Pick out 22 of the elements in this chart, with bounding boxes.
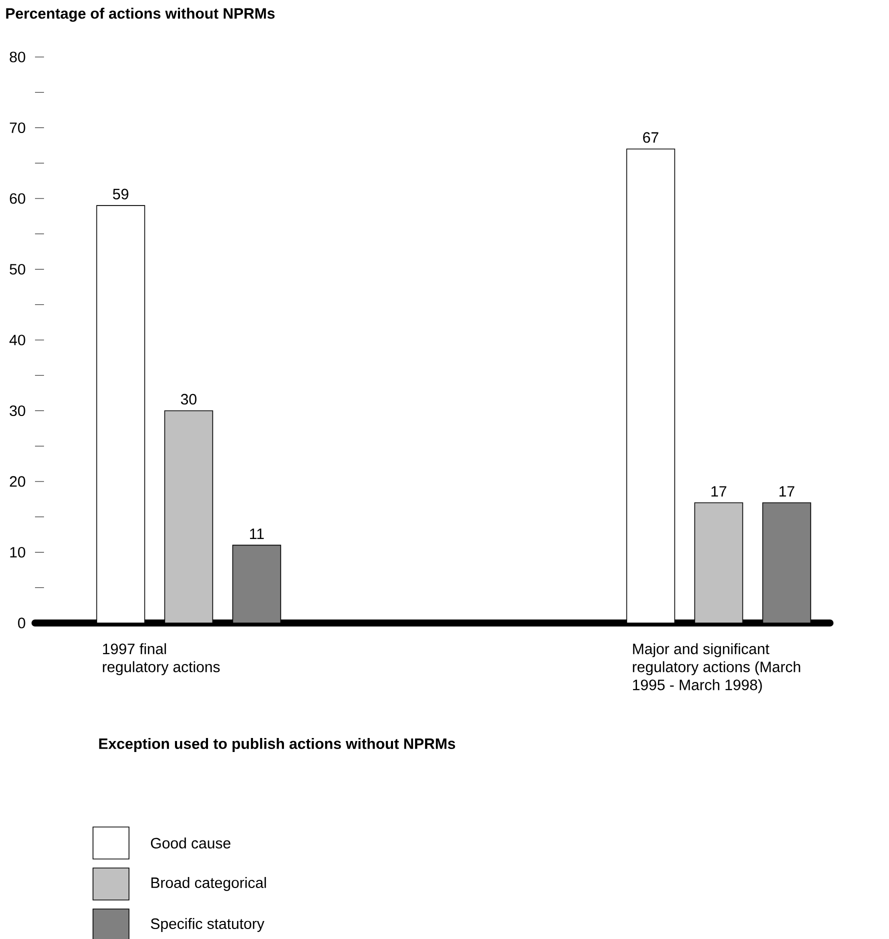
x-tick-label: 1997 final regulatory actions	[102, 643, 220, 676]
x-tick-label: Major and significant regulatory actions (March 1995 - March 1998)	[632, 643, 800, 694]
y-tick-label: 10	[10, 546, 26, 558]
data-label: 67	[643, 132, 658, 143]
data-label: 17	[780, 486, 794, 497]
y-tick-label: 60	[10, 193, 26, 204]
y-tick-label: 70	[10, 122, 26, 134]
data-label: 11	[250, 528, 264, 539]
y-axis-title: Percentage of actions without NPRMs	[6, 8, 275, 22]
y-tick-label: 20	[10, 476, 26, 487]
legend-title: Exception used to publish actions without NPRMs	[99, 738, 456, 752]
y-tick-label: 50	[10, 264, 26, 275]
legend-label: Broad categorical	[151, 877, 266, 891]
y-tick-label: 30	[10, 405, 26, 416]
y-tick-label: 40	[9, 334, 26, 346]
y-tick-label: 0	[18, 618, 26, 628]
data-label: 17	[712, 486, 726, 497]
data-label: 30	[180, 394, 196, 405]
legend-label: Specific statutory	[150, 918, 264, 932]
data-label: 59	[112, 188, 128, 200]
legend-label: Good cause	[150, 837, 230, 849]
y-tick-label: 80	[10, 52, 26, 62]
